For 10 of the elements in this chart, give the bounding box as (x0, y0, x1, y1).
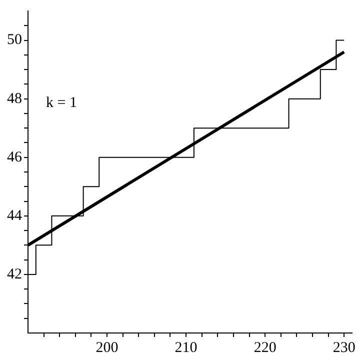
x-tick-label: 220 (254, 340, 276, 356)
y-tick-label: 48 (7, 90, 22, 107)
x-tick-label: 230 (332, 340, 356, 356)
y-tick-label: 44 (7, 208, 22, 224)
x-tick-label: 210 (174, 340, 198, 356)
x-tick-label: 200 (96, 340, 118, 356)
y-tick-label: 50 (7, 32, 22, 48)
y-tick-label: 42 (7, 266, 22, 282)
y-tick-label: 46 (7, 149, 22, 166)
annotation: k = 1 (46, 94, 77, 111)
